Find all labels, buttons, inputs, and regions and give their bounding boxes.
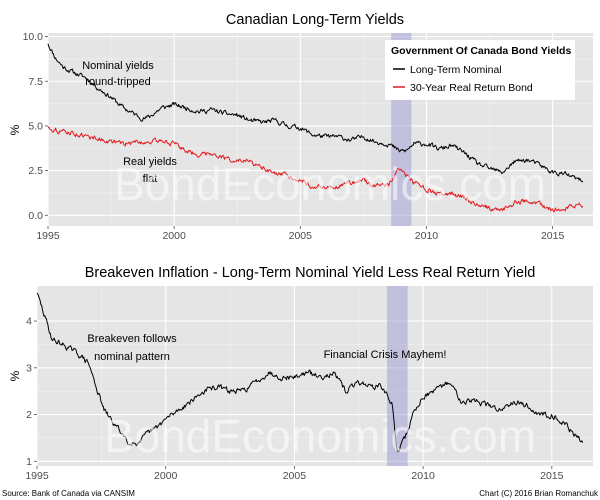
series-line-primary	[47, 43, 584, 183]
grid	[36, 286, 593, 466]
watermark: BondEconomics.com	[114, 158, 546, 210]
y-tick-label: 2	[26, 409, 32, 421]
x-tick-label: 2000	[162, 230, 186, 242]
x-tick-label: 2010	[415, 230, 439, 242]
x-tick-label: 2010	[411, 470, 435, 482]
x-tick-label: 2005	[283, 470, 307, 482]
y-tick-label: 10.0	[23, 31, 44, 43]
legend-label-real: 30-Year Real Return Bond	[410, 82, 533, 94]
annotation-breakeven-follows: Breakeven follows	[87, 333, 177, 345]
y-tick-label: 3	[26, 362, 32, 374]
chart-title: Canadian Long-Term Yields	[226, 12, 404, 28]
legend: Government Of Canada Bond Yields Long-Te…	[385, 40, 575, 100]
y-tick-label: 0.0	[28, 210, 43, 222]
y-tick-label: 5.0	[28, 120, 43, 132]
y-axis-label: %	[8, 370, 22, 381]
series-lines	[47, 43, 584, 213]
legend-title: Government Of Canada Bond Yields	[391, 45, 571, 57]
x-tick-label: 2015	[541, 230, 565, 242]
annotation-nominal-yields: Nominal yields	[82, 60, 154, 72]
y-tick-label: 7.5	[28, 76, 43, 88]
x-tick-label: 1995	[36, 230, 60, 242]
annotations: Nominal yields round-tripped Real yields…	[82, 60, 177, 185]
annotation-flat: flat	[143, 173, 158, 185]
y-axis-ticks: 1 2 3 4	[26, 316, 37, 468]
legend-label-nominal: Long-Term Nominal	[410, 64, 502, 76]
annotation-real-yields: Real yields	[123, 156, 177, 168]
y-tick-label: 4	[26, 316, 32, 328]
annotation-financial-crisis: Financial Crisis Mayhem!	[324, 349, 447, 361]
legend-box	[385, 40, 575, 100]
annotation-nominal-pattern: nominal pattern	[94, 351, 170, 363]
x-axis-ticks: 1995 2000 2005 2010 2015	[25, 466, 564, 482]
series-lines	[36, 292, 584, 453]
y-tick-label: 2.5	[28, 165, 43, 177]
annotations: Breakeven follows nominal pattern Financ…	[87, 333, 446, 363]
y-axis-ticks: 0.0 2.5 5.0 7.5 10.0	[23, 31, 48, 222]
x-axis-ticks: 1995 2000 2005 2010 2015	[36, 226, 564, 242]
source-note: Source: Bank of Canada via CANSIM	[2, 489, 135, 498]
y-tick-label: 1	[26, 456, 32, 468]
credit-note: Chart (C) 2016 Brian Romanchuk	[479, 489, 599, 498]
crisis-band	[387, 286, 408, 466]
chart-title: Breakeven Inflation - Long-Term Nominal …	[85, 265, 536, 281]
watermark: BondEconomics.com	[104, 410, 536, 462]
x-tick-label: 2015	[540, 470, 564, 482]
breakeven-chart: Breakeven Inflation - Long-Term Nominal …	[8, 265, 593, 482]
x-tick-label: 2000	[154, 470, 178, 482]
annotation-round-tripped: round-tripped	[85, 76, 150, 88]
series-line-primary	[36, 292, 584, 453]
x-tick-label: 1995	[25, 470, 49, 482]
x-tick-label: 2005	[289, 230, 313, 242]
y-axis-label: %	[8, 124, 22, 135]
financial-crisis-shading	[387, 286, 408, 466]
series-line-secondary	[47, 126, 584, 213]
yields-chart: Canadian Long-Term Yields Nominal yields…	[8, 12, 593, 242]
plot-panel	[37, 286, 593, 466]
